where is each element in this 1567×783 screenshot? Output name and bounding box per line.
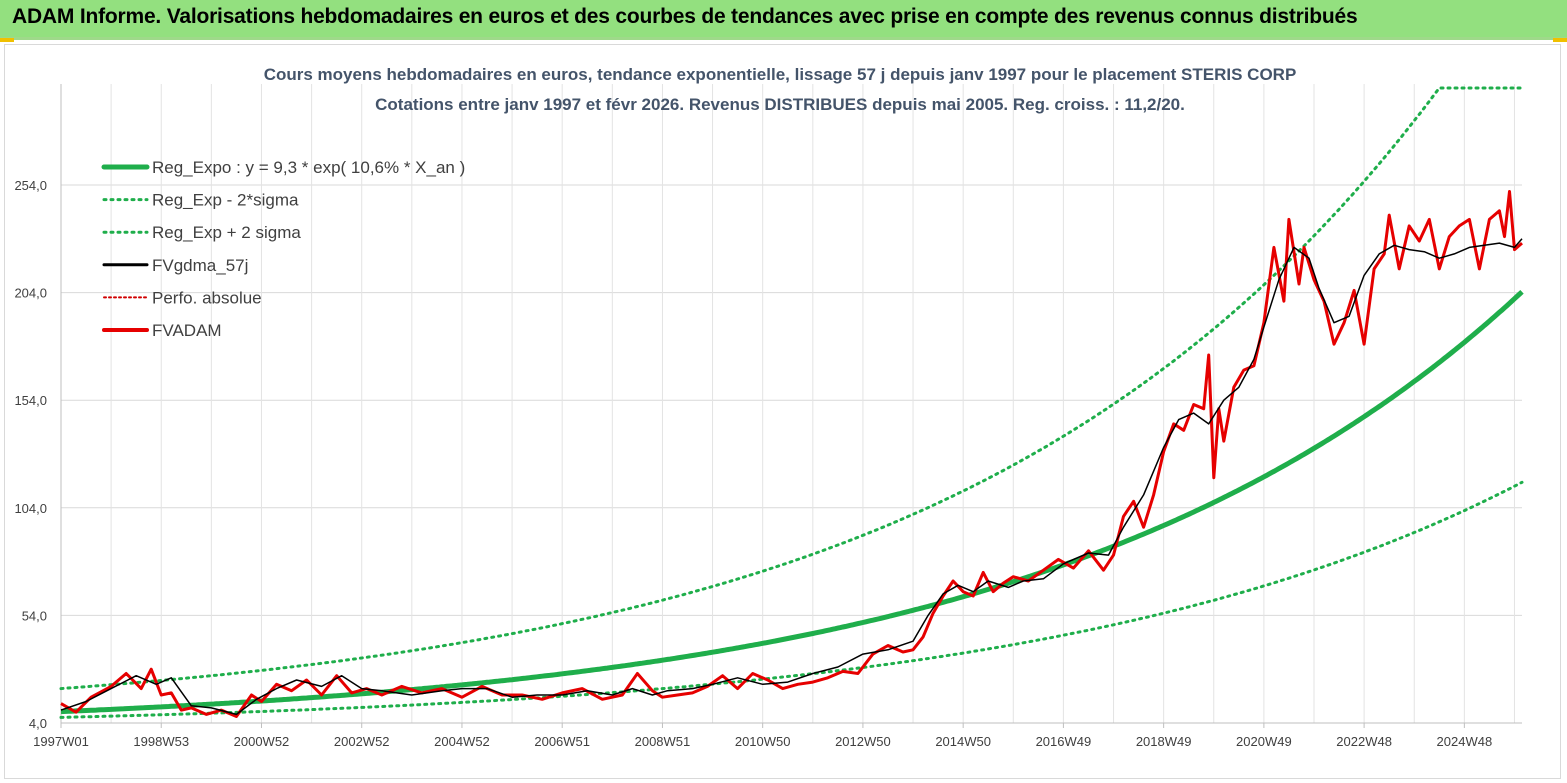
- legend-label: Perfo. absolue: [152, 288, 262, 307]
- x-tick-label: 2010W50: [735, 734, 791, 749]
- series-fvadam: [60, 190, 1523, 718]
- header-title: ADAM Informe. Valorisations hebdomadaire…: [12, 5, 1358, 28]
- x-tick-label: 2006W51: [534, 734, 590, 749]
- legend-label: Reg_Exp - 2*sigma: [152, 191, 299, 210]
- corner-mark-right: [1553, 38, 1567, 42]
- legend-label: Reg_Exp + 2 sigma: [152, 223, 301, 242]
- series-layer: [59, 86, 1524, 719]
- x-tick-label: 2008W51: [635, 734, 691, 749]
- header-banner: ADAM Informe. Valorisations hebdomadaire…: [0, 0, 1567, 40]
- x-tick-label: 2018W49: [1136, 734, 1192, 749]
- x-tick-label: 2012W50: [835, 734, 891, 749]
- chart: Cours moyens hebdomadaires en euros, ten…: [14, 65, 1524, 749]
- grid: [60, 84, 1522, 724]
- series-reg-exp-minus-2sigma: [59, 480, 1524, 719]
- series-reg-exp-plus-2sigma: [59, 86, 1524, 691]
- corner-mark-left: [0, 38, 14, 42]
- series-fvgdma-57j: [60, 238, 1523, 716]
- legend-label: FVgdma_57j: [152, 256, 248, 275]
- y-tick-label: 4,0: [29, 716, 47, 731]
- x-tick-label: 2024W48: [1437, 734, 1493, 749]
- legend-label: FVADAM: [152, 321, 222, 340]
- x-tick-label: 2016W49: [1036, 734, 1092, 749]
- y-tick-label: 254,0: [14, 178, 47, 193]
- x-tick-label: 2022W48: [1336, 734, 1392, 749]
- x-tick-label: 1998W53: [133, 734, 189, 749]
- x-tick-label: 2014W50: [935, 734, 991, 749]
- x-tick-label: 2002W52: [334, 734, 390, 749]
- y-tick-label: 54,0: [22, 608, 47, 623]
- chart-title: Cours moyens hebdomadaires en euros, ten…: [264, 65, 1297, 84]
- x-tick-label: 1997W01: [33, 734, 89, 749]
- y-tick-label: 104,0: [14, 501, 47, 516]
- x-tick-label: 2020W49: [1236, 734, 1292, 749]
- legend-label: Reg_Expo : y = 9,3 * exp( 10,6% * X_an ): [152, 158, 465, 177]
- legend: Reg_Expo : y = 9,3 * exp( 10,6% * X_an )…: [101, 158, 465, 340]
- x-axis: 1997W01 1998W53 2000W52 2002W52 2004W52 2006W…: [33, 723, 1492, 749]
- y-axis: 4,0 54,0 104,0 154,0 204,0 254,0: [14, 178, 47, 731]
- chart-frame: [4, 44, 1561, 779]
- x-tick-label: 2004W52: [434, 734, 490, 749]
- chart-subtitle: Cotations entre janv 1997 et févr 2026. …: [375, 95, 1185, 114]
- y-tick-label: 204,0: [14, 286, 47, 301]
- x-tick-label: 2000W52: [234, 734, 290, 749]
- y-tick-label: 154,0: [14, 393, 47, 408]
- series-reg-expo: [60, 289, 1524, 715]
